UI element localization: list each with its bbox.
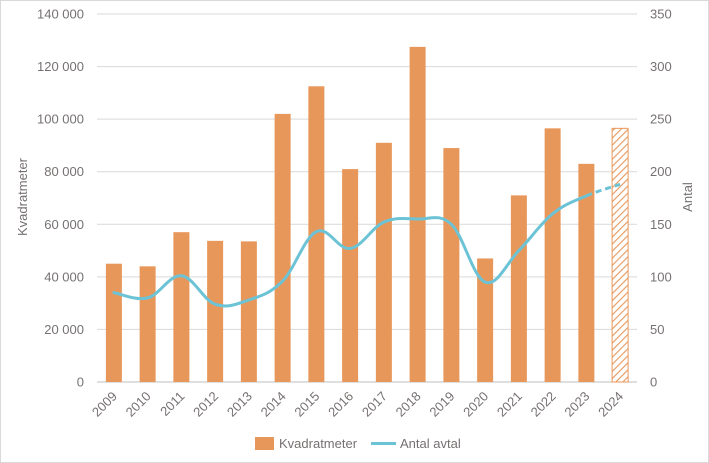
y-tick-label: 80 000 — [44, 164, 84, 179]
right-axis-ticks: 0 50 100 150 200 250 300 350 — [650, 7, 672, 390]
x-tick-label: 2009 — [89, 389, 120, 420]
x-axis-ticks: 2009 2010 2011 2012 2013 2014 2015 2016 2017 2018… — [89, 389, 626, 420]
x-tick-label: 2011 — [157, 389, 187, 419]
y2-tick-label: 100 — [650, 269, 672, 284]
bar-2014 — [274, 113, 291, 382]
y-tick-label: 0 — [77, 375, 84, 390]
y-tick-label: 120 000 — [37, 59, 84, 74]
legend-label-antal-avtal: Antal avtal — [400, 436, 461, 451]
y-tick-label: 40 000 — [44, 269, 84, 284]
bar-2021 — [510, 195, 527, 382]
y-tick-label: 60 000 — [44, 217, 84, 232]
legend-label-kvadratmeter: Kvadratmeter — [279, 436, 358, 451]
x-tick-label: 2024 — [595, 389, 626, 420]
antal-avtal-forecast-line — [585, 182, 621, 198]
bar-2020 — [477, 258, 494, 382]
bar-2017 — [375, 142, 392, 382]
bar-2013 — [240, 241, 257, 382]
y-tick-label: 140 000 — [37, 7, 84, 22]
x-tick-label: 2013 — [224, 389, 255, 420]
bar-2023 — [578, 163, 595, 382]
legend: Kvadratmeter Antal avtal — [255, 436, 461, 451]
y2-tick-label: 150 — [650, 217, 672, 232]
y2-tick-label: 350 — [650, 7, 672, 22]
bar-2018 — [409, 46, 426, 382]
y2-axis-title: Antal — [680, 182, 695, 212]
x-tick-label: 2018 — [393, 389, 424, 420]
x-tick-label: 2015 — [291, 389, 322, 420]
bar-2010 — [139, 266, 156, 382]
x-tick-label: 2022 — [528, 389, 559, 420]
y2-tick-label: 300 — [650, 59, 672, 74]
bar-2024 — [611, 127, 629, 383]
line-series — [112, 182, 621, 308]
bar-2015 — [308, 86, 325, 383]
x-tick-label: 2014 — [258, 389, 289, 420]
bar-2009 — [105, 263, 122, 382]
y2-tick-label: 200 — [650, 164, 672, 179]
x-tick-label: 2012 — [190, 389, 221, 420]
y2-tick-label: 250 — [650, 112, 672, 127]
x-tick-label: 2010 — [123, 389, 154, 420]
x-tick-label: 2020 — [460, 389, 491, 420]
bar-2011 — [173, 232, 190, 382]
bar-series — [105, 46, 629, 383]
y2-tick-label: 0 — [650, 375, 657, 390]
antal-avtal-line — [112, 194, 588, 308]
y-tick-label: 100 000 — [37, 112, 84, 127]
y-tick-label: 20 000 — [44, 322, 84, 337]
x-tick-label: 2021 — [494, 389, 525, 420]
bar-2016 — [342, 169, 359, 382]
bar-2019 — [443, 148, 460, 382]
bar-2012 — [207, 240, 224, 382]
x-tick-label: 2016 — [325, 389, 356, 420]
x-tick-label: 2023 — [561, 389, 592, 420]
y2-tick-label: 50 — [650, 322, 664, 337]
x-tick-label: 2017 — [359, 389, 390, 420]
x-tick-label: 2019 — [426, 389, 457, 420]
legend-swatch-kvadratmeter — [255, 437, 274, 450]
y-axis-title: Kvadratmeter — [15, 157, 30, 236]
left-axis-ticks: 0 20 000 40 000 60 000 80 000 100 000 120 000 1… — [37, 7, 84, 390]
bar-2022 — [544, 128, 561, 382]
